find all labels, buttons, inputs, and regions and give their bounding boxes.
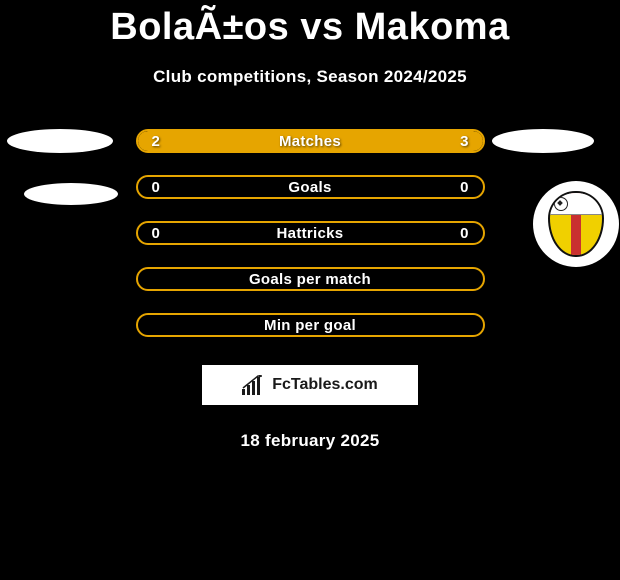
stat-label: Hattricks [277,225,344,242]
player-left-placeholder-1 [7,129,113,153]
stat-label: Min per goal [264,317,356,334]
stat-row: 2 3 Matches [136,129,485,153]
stat-row: Min per goal [136,313,485,337]
stat-value-left: 0 [152,179,160,196]
stat-value-left: 0 [152,225,160,242]
stat-row: 0 0 Hattricks [136,221,485,245]
stat-rows-container: 2 3 Matches 0 0 Goals 0 0 Hattricks Goals per mat… [136,129,485,337]
stat-row: 0 0 Goals [136,175,485,199]
attribution-box: FcTables.com [202,365,418,405]
stat-label: Matches [279,133,341,150]
player-left-placeholder-2 [24,183,118,205]
stat-row: Goals per match [136,267,485,291]
stat-value-right: 0 [460,179,468,196]
stat-value-left: 2 [152,133,160,150]
bars-icon [242,375,266,395]
date-label: 18 february 2025 [0,431,620,451]
stats-area: 2 3 Matches 0 0 Goals 0 0 Hattricks Goals per mat… [0,129,620,337]
club-badge [533,181,619,267]
stat-value-right: 3 [460,133,468,150]
player-right-placeholder [492,129,594,153]
shield-icon [548,191,604,257]
stat-label: Goals [288,179,331,196]
stat-label: Goals per match [249,271,371,288]
ball-icon [554,197,568,211]
page-title: BolaÃ±os vs Makoma [0,0,620,49]
stat-value-right: 0 [460,225,468,242]
subtitle: Club competitions, Season 2024/2025 [0,67,620,87]
attribution-text: FcTables.com [272,376,378,394]
